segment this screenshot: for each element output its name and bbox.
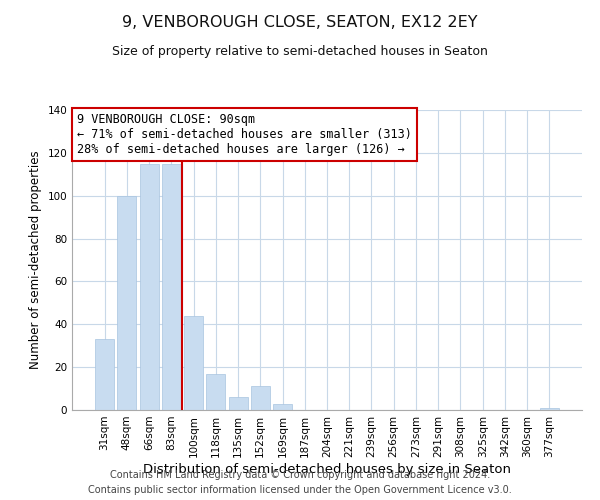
Y-axis label: Number of semi-detached properties: Number of semi-detached properties: [29, 150, 42, 370]
Bar: [206, 374, 225, 410]
Bar: [251, 386, 270, 410]
Bar: [540, 408, 559, 410]
Bar: [95, 340, 114, 410]
X-axis label: Distribution of semi-detached houses by size in Seaton: Distribution of semi-detached houses by …: [143, 462, 511, 475]
Bar: [273, 404, 292, 410]
Text: 9, VENBOROUGH CLOSE, SEATON, EX12 2EY: 9, VENBOROUGH CLOSE, SEATON, EX12 2EY: [122, 15, 478, 30]
Text: Contains HM Land Registry data © Crown copyright and database right 2024.: Contains HM Land Registry data © Crown c…: [110, 470, 490, 480]
Bar: [118, 196, 136, 410]
Text: Size of property relative to semi-detached houses in Seaton: Size of property relative to semi-detach…: [112, 45, 488, 58]
Bar: [184, 316, 203, 410]
Bar: [140, 164, 158, 410]
Bar: [229, 397, 248, 410]
Text: Contains public sector information licensed under the Open Government Licence v3: Contains public sector information licen…: [88, 485, 512, 495]
Text: 9 VENBOROUGH CLOSE: 90sqm
← 71% of semi-detached houses are smaller (313)
28% of: 9 VENBOROUGH CLOSE: 90sqm ← 71% of semi-…: [77, 113, 412, 156]
Bar: [162, 164, 181, 410]
